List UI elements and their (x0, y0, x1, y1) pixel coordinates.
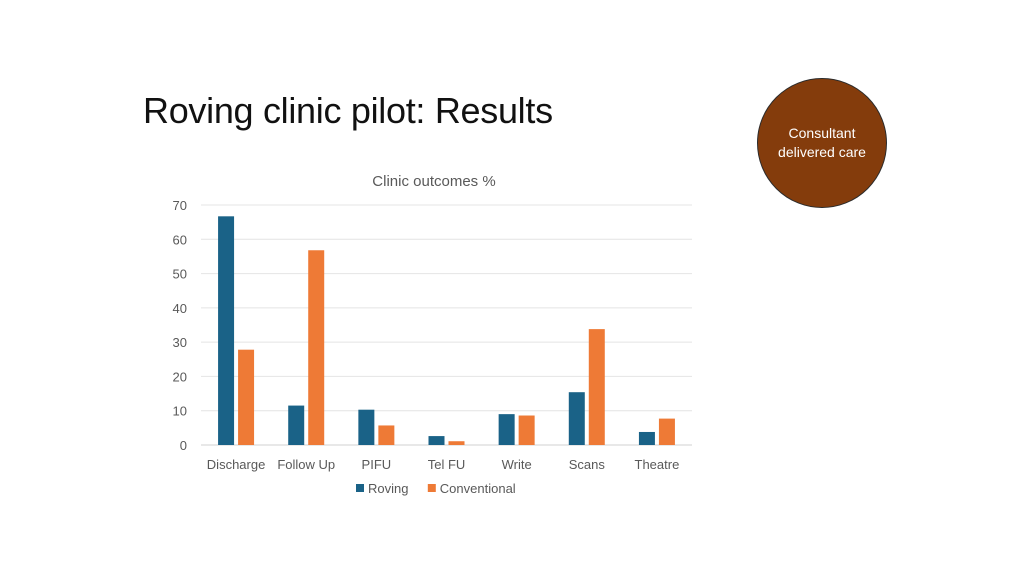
y-tick-label: 40 (173, 301, 187, 316)
bar-roving-discharge (218, 216, 235, 445)
y-tick-label: 70 (173, 198, 187, 213)
chart-gridlines (201, 204, 692, 446)
chart-title: Clinic outcomes % (372, 173, 495, 190)
bar-conventional-write (518, 415, 535, 445)
bar-roving-pifu (358, 409, 375, 445)
bar-conventional-discharge (238, 349, 255, 445)
x-tick-label: Scans (569, 457, 606, 472)
x-tick-label: Follow Up (277, 457, 335, 472)
legend-label-conventional: Conventional (440, 481, 516, 496)
bar-roving-write (498, 414, 515, 445)
bar-conventional-scans (588, 329, 605, 445)
bar-conventional-pifu (378, 425, 395, 445)
y-tick-label: 20 (173, 369, 187, 384)
bar-roving-scans (568, 392, 585, 445)
bar-conventional-follow-up (308, 250, 325, 445)
slide-title: Roving clinic pilot: Results (143, 90, 553, 131)
bar-roving-theatre (638, 431, 655, 445)
legend-swatch-conventional (427, 484, 436, 492)
consultant-badge: Consultant delivered care (757, 78, 887, 208)
bar-conventional-tel-fu (448, 441, 465, 445)
legend-label-roving: Roving (368, 481, 408, 496)
bar-roving-tel-fu (428, 436, 445, 445)
badge-text: Consultant delivered care (778, 125, 866, 160)
x-tick-label: Tel FU (428, 457, 466, 472)
x-tick-label: Discharge (207, 457, 266, 472)
y-tick-label: 0 (180, 438, 187, 453)
legend-swatch-roving (356, 484, 364, 492)
y-tick-label: 50 (173, 267, 187, 282)
chart-legend: Roving Conventional (356, 481, 516, 496)
bar-roving-follow-up (288, 405, 305, 445)
chart-bars (218, 216, 675, 445)
y-axis-ticks: 0 10 20 30 40 50 60 70 (173, 198, 187, 453)
x-tick-label: PIFU (362, 457, 392, 472)
bar-conventional-theatre (658, 418, 675, 445)
y-tick-label: 60 (173, 232, 187, 247)
x-tick-label: Write (502, 457, 532, 472)
y-tick-label: 10 (173, 404, 187, 419)
x-tick-label: Theatre (635, 457, 680, 472)
y-tick-label: 30 (173, 335, 187, 350)
x-axis-ticks: Discharge Follow Up PIFU Tel FU Write Scans Th… (207, 457, 680, 472)
